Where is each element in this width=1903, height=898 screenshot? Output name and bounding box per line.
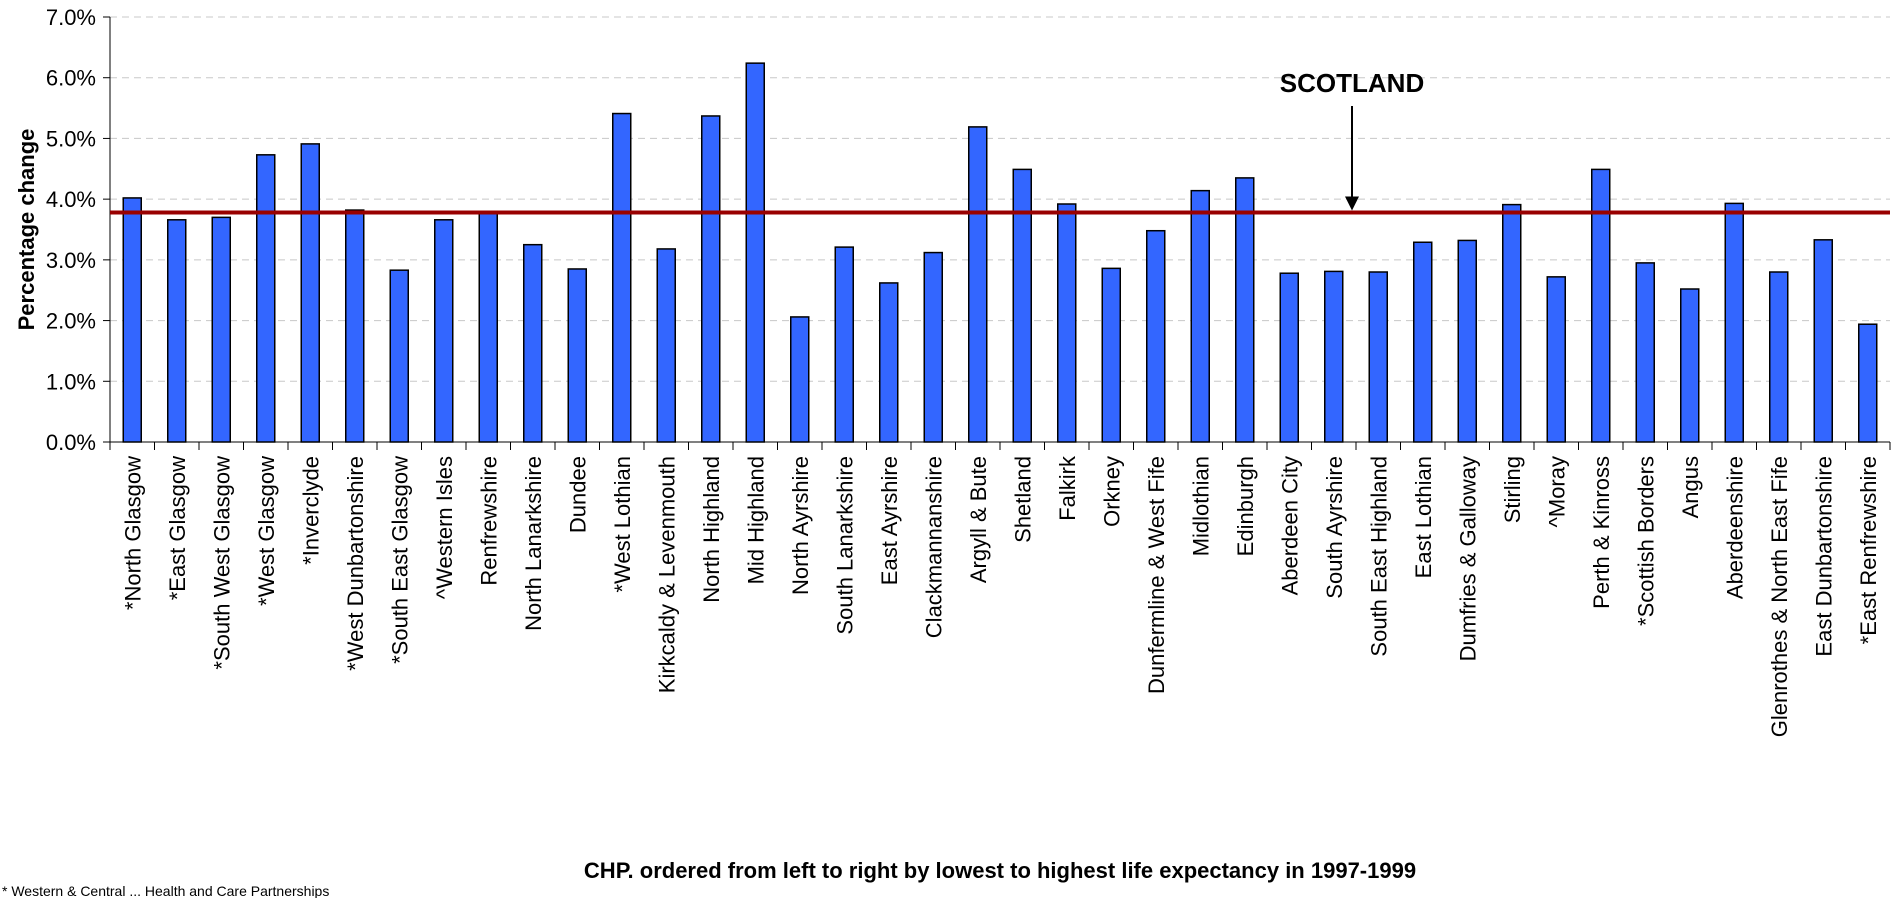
x-tick-labels: *North Glasgow *East Glasgow *South West G… bbox=[120, 455, 1881, 737]
y-tick-label: 6.0% bbox=[46, 66, 96, 91]
gridlines bbox=[110, 16, 1890, 382]
bar bbox=[389, 269, 409, 443]
x-tick-label: Clackmannanshire bbox=[921, 456, 946, 638]
bar bbox=[1769, 271, 1789, 443]
bar bbox=[923, 251, 943, 443]
bar bbox=[1146, 229, 1166, 443]
x-tick-label: Angus bbox=[1678, 456, 1703, 518]
scotland-arrow-head bbox=[1345, 196, 1359, 211]
x-tick-label: ^Western Isles bbox=[432, 456, 457, 599]
x-tick-label: Argyll & Bute bbox=[966, 456, 991, 583]
bar bbox=[968, 126, 988, 443]
bar bbox=[1457, 239, 1477, 443]
x-tick-label: *South East Glasgow bbox=[387, 456, 412, 664]
bar bbox=[1101, 267, 1121, 443]
x-tick-label: *East Renfrewshire bbox=[1856, 456, 1881, 644]
x-tick-label: Perth & Kinross bbox=[1589, 456, 1614, 609]
x-tick-label: *West Glasgow bbox=[254, 456, 279, 606]
x-tick-label: Aberdeen City bbox=[1277, 456, 1302, 595]
bar bbox=[300, 143, 320, 443]
x-tick-label: ^Moray bbox=[1544, 456, 1569, 527]
y-tick-label: 5.0% bbox=[46, 126, 96, 151]
y-tick-label: 1.0% bbox=[46, 369, 96, 394]
bar bbox=[1858, 323, 1878, 443]
x-tick-label: East Ayrshire bbox=[877, 456, 902, 585]
y-tick-label: 2.0% bbox=[46, 309, 96, 334]
bar bbox=[1324, 270, 1344, 443]
x-tick-label: Glenrothes & North East Fife bbox=[1767, 456, 1792, 737]
bar bbox=[122, 197, 142, 443]
x-tick-label: Kirkcaldy & Levenmouth bbox=[654, 456, 679, 693]
x-tick-label: *East Glasgow bbox=[165, 456, 190, 600]
bar bbox=[434, 219, 454, 443]
x-tick-label: Aberdeenshire bbox=[1722, 456, 1747, 599]
x-tick-label: Edinburgh bbox=[1233, 456, 1258, 556]
x-tick-label: East Lothian bbox=[1411, 456, 1436, 578]
bar bbox=[745, 62, 765, 443]
x-tick-label: Dundee bbox=[565, 456, 590, 533]
bar bbox=[1012, 168, 1032, 443]
bar bbox=[256, 154, 276, 443]
axes bbox=[103, 16, 1891, 450]
bar bbox=[567, 268, 587, 443]
bar bbox=[1502, 203, 1522, 443]
bar bbox=[167, 219, 187, 443]
x-tick-label: North Lanarkshire bbox=[521, 456, 546, 631]
x-tick-label: *Scottish Borders bbox=[1633, 456, 1658, 626]
bar bbox=[701, 115, 721, 443]
bar bbox=[790, 316, 810, 443]
bar bbox=[523, 243, 543, 443]
y-tick-labels: 0.0% 1.0% 2.0% 3.0% 4.0% 5.0% 6.0% 7.0% bbox=[46, 5, 96, 455]
y-tick-label: 0.0% bbox=[46, 430, 96, 455]
bar bbox=[1235, 177, 1255, 443]
bar bbox=[1057, 203, 1077, 443]
y-tick-label: 3.0% bbox=[46, 248, 96, 273]
bar bbox=[478, 210, 498, 443]
x-tick-label: Stirling bbox=[1500, 456, 1525, 523]
scotland-label: SCOTLAND bbox=[1280, 68, 1424, 98]
bar bbox=[834, 246, 854, 443]
x-tick-label: *West Dunbartonshire bbox=[343, 456, 368, 671]
bar bbox=[1813, 239, 1833, 443]
bar bbox=[612, 112, 632, 443]
footnote: * Western & Central ... Health and Care … bbox=[2, 883, 329, 898]
bar bbox=[1546, 276, 1566, 443]
x-tick-label: South East Highland bbox=[1366, 456, 1391, 657]
bar bbox=[1413, 241, 1433, 443]
y-axis-title: Percentage change bbox=[14, 129, 39, 331]
bar bbox=[1724, 202, 1744, 443]
x-tick-label: *West Lothian bbox=[610, 456, 635, 593]
x-tick-label: Dumfries & Galloway bbox=[1455, 456, 1480, 661]
x-tick-label: North Highland bbox=[699, 456, 724, 603]
bar bbox=[879, 282, 899, 443]
bar bbox=[211, 216, 231, 443]
bar bbox=[1368, 271, 1388, 443]
x-tick-label: Dunfermline & West Fife bbox=[1144, 456, 1169, 694]
bar bbox=[345, 209, 365, 443]
bar bbox=[1680, 288, 1700, 443]
x-tick-label: Mid Highland bbox=[743, 456, 768, 584]
x-tick-label: *Inverclyde bbox=[298, 456, 323, 565]
x-tick-label: *North Glasgow bbox=[120, 456, 145, 610]
x-tick-label: South Lanarkshire bbox=[832, 456, 857, 635]
y-tick-label: 4.0% bbox=[46, 187, 96, 212]
bars bbox=[122, 62, 1878, 443]
y-tick-label: 7.0% bbox=[46, 5, 96, 30]
bar bbox=[1279, 272, 1299, 443]
bar bbox=[1635, 262, 1655, 443]
bar bbox=[1190, 189, 1210, 443]
bar bbox=[656, 248, 676, 443]
x-tick-label: North Ayrshire bbox=[788, 456, 813, 595]
x-tick-label: Falkirk bbox=[1055, 455, 1080, 521]
x-tick-label: South Ayrshire bbox=[1322, 456, 1347, 599]
x-tick-label: East Dunbartonshire bbox=[1811, 456, 1836, 657]
x-tick-label: *South West Glasgow bbox=[209, 456, 234, 670]
x-axis-title: CHP. ordered from left to right by lowes… bbox=[584, 858, 1416, 883]
x-tick-label: Renfrewshire bbox=[476, 456, 501, 586]
x-tick-label: Midlothian bbox=[1188, 456, 1213, 556]
x-tick-label: Orkney bbox=[1099, 456, 1124, 527]
bar bbox=[1591, 168, 1611, 443]
x-tick-label: Shetland bbox=[1010, 456, 1035, 543]
